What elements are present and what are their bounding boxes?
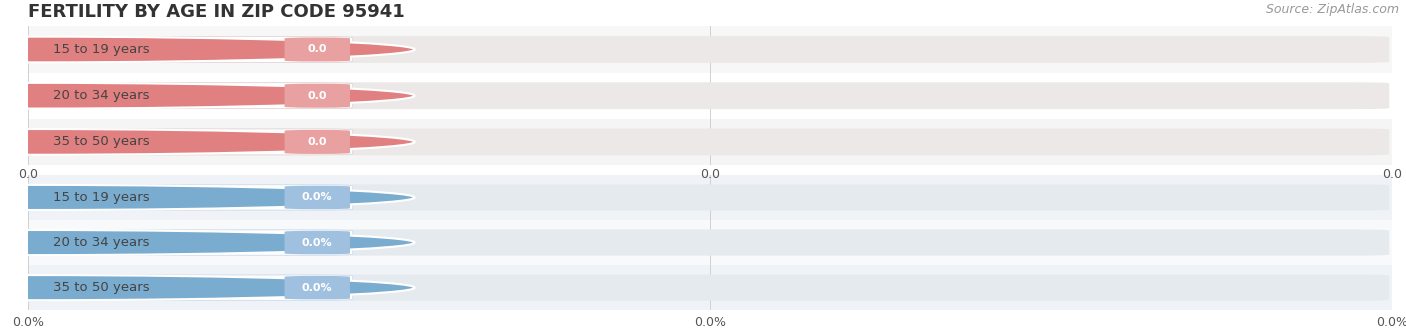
Text: FERTILITY BY AGE IN ZIP CODE 95941: FERTILITY BY AGE IN ZIP CODE 95941 bbox=[28, 3, 405, 21]
FancyBboxPatch shape bbox=[35, 230, 353, 255]
FancyBboxPatch shape bbox=[284, 130, 350, 154]
Text: 15 to 19 years: 15 to 19 years bbox=[52, 43, 149, 56]
FancyBboxPatch shape bbox=[284, 38, 350, 61]
Text: 0.0%: 0.0% bbox=[302, 192, 333, 202]
FancyBboxPatch shape bbox=[31, 36, 1389, 63]
Circle shape bbox=[0, 275, 415, 300]
Text: 0.0%: 0.0% bbox=[302, 238, 333, 248]
Text: 0.0: 0.0 bbox=[18, 168, 38, 181]
Circle shape bbox=[0, 185, 415, 210]
FancyBboxPatch shape bbox=[31, 184, 1389, 211]
Circle shape bbox=[0, 83, 415, 109]
Text: 20 to 34 years: 20 to 34 years bbox=[52, 236, 149, 249]
FancyBboxPatch shape bbox=[35, 275, 353, 300]
Circle shape bbox=[0, 129, 415, 155]
FancyBboxPatch shape bbox=[35, 129, 353, 155]
FancyBboxPatch shape bbox=[31, 128, 1389, 155]
Bar bbox=[28, 220, 1392, 265]
Circle shape bbox=[0, 230, 415, 255]
Text: 0.0%: 0.0% bbox=[302, 283, 333, 293]
Text: 0.0: 0.0 bbox=[1382, 168, 1402, 181]
FancyBboxPatch shape bbox=[284, 231, 350, 254]
Text: 0.0: 0.0 bbox=[308, 91, 328, 101]
Bar bbox=[28, 265, 1392, 310]
Circle shape bbox=[0, 37, 415, 62]
FancyBboxPatch shape bbox=[35, 37, 353, 62]
FancyBboxPatch shape bbox=[284, 186, 350, 209]
Bar bbox=[28, 26, 1392, 73]
Bar bbox=[28, 73, 1392, 119]
Text: 35 to 50 years: 35 to 50 years bbox=[52, 281, 149, 294]
Text: 35 to 50 years: 35 to 50 years bbox=[52, 135, 149, 148]
Text: 0.0: 0.0 bbox=[308, 137, 328, 147]
FancyBboxPatch shape bbox=[35, 83, 353, 109]
FancyBboxPatch shape bbox=[284, 84, 350, 108]
Bar bbox=[28, 175, 1392, 220]
Text: Source: ZipAtlas.com: Source: ZipAtlas.com bbox=[1265, 3, 1399, 16]
Text: 15 to 19 years: 15 to 19 years bbox=[52, 191, 149, 204]
FancyBboxPatch shape bbox=[284, 276, 350, 299]
Bar bbox=[28, 119, 1392, 165]
Text: 20 to 34 years: 20 to 34 years bbox=[52, 89, 149, 102]
Text: 0.0: 0.0 bbox=[308, 45, 328, 54]
Text: 0.0: 0.0 bbox=[700, 168, 720, 181]
FancyBboxPatch shape bbox=[31, 275, 1389, 301]
FancyBboxPatch shape bbox=[31, 229, 1389, 256]
FancyBboxPatch shape bbox=[31, 82, 1389, 109]
FancyBboxPatch shape bbox=[35, 185, 353, 210]
